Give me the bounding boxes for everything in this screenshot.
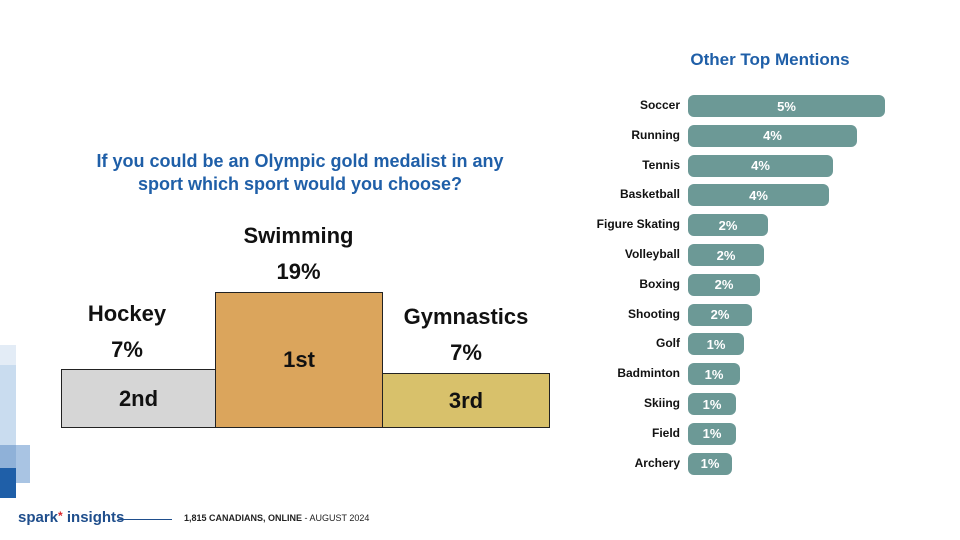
bar-basketball: 4%: [688, 184, 829, 207]
brand-logo-star: *: [58, 509, 63, 523]
bar-running: 4%: [688, 124, 857, 147]
brand-logo-part1: spark: [18, 509, 59, 526]
decor-stripe-mid: [0, 445, 16, 468]
brand-logo: spark* insights: [18, 509, 124, 526]
decor-stripe-blue: [16, 445, 30, 483]
bar-skiing: 1%: [688, 393, 736, 415]
podium-sport-2nd: Hockey: [87, 301, 167, 326]
podium-sport-3rd: Gymnastics: [403, 304, 529, 329]
bar-label-running: Running: [631, 127, 680, 142]
survey-question: If you could be an Olympic gold medalist…: [96, 151, 504, 194]
bar-label-boxing: Boxing: [639, 276, 680, 291]
bar-label-volleyball: Volleyball: [624, 247, 680, 261]
podium-block-3rd: 3rd: [382, 373, 550, 428]
podium-block-1st: 1st: [215, 292, 383, 428]
bar-label-skiing: Skiing: [643, 396, 680, 410]
bar-volleyball: 2%: [688, 244, 764, 266]
bar-label-basketball: Basketball: [619, 187, 680, 202]
bar-label-figure-skating: Figure Skating: [596, 217, 680, 232]
bar-figure-skating: 2%: [688, 214, 768, 237]
decor-stripe-pale: [0, 365, 16, 445]
bar-label-golf: Golf: [656, 336, 680, 351]
podium-sport-1st: Swimming: [243, 223, 354, 248]
footer-sample: 1,815 CANADIANS, ONLINE: [184, 513, 303, 523]
decor-stripe-light: [0, 345, 16, 365]
decor-stripe-dark: [0, 468, 16, 498]
podium-pct-2nd: 7%: [111, 337, 143, 362]
podium-pct-3rd: 7%: [450, 340, 482, 365]
bar-archery: 1%: [688, 452, 732, 475]
bar-label-archery: Archery: [634, 455, 680, 470]
podium-pct-1st: 19%: [276, 259, 321, 284]
podium-label-1st: Swimming 19%: [215, 222, 382, 286]
podium-block-2nd: 2nd: [61, 369, 216, 428]
bar-label-soccer: Soccer: [639, 98, 680, 112]
bar-shooting: 2%: [688, 303, 752, 326]
bar-boxing: 2%: [688, 273, 760, 296]
bar-label-field: Field: [651, 425, 680, 440]
footer-sample-info: 1,815 CANADIANS, ONLINE - AUGUST 2024: [184, 513, 369, 523]
bar-label-tennis: Tennis: [642, 157, 680, 172]
footer-date: - AUGUST 2024: [302, 513, 370, 523]
podium-label-3rd: Gymnastics 7%: [386, 303, 546, 367]
bar-badminton: 1%: [688, 363, 740, 386]
podium-label-2nd: Hockey 7%: [62, 300, 192, 364]
chart-title: Other Top Mentions: [690, 50, 850, 69]
bar-golf: 1%: [688, 333, 744, 356]
bar-label-shooting: Shooting: [628, 306, 680, 321]
bar-tennis: 4%: [688, 154, 833, 177]
footer-divider: [118, 519, 172, 520]
bar-soccer: 5%: [688, 95, 885, 117]
bar-field: 1%: [688, 422, 736, 445]
bar-label-badminton: Badminton: [617, 366, 680, 381]
brand-logo-part2: insights: [62, 509, 125, 526]
